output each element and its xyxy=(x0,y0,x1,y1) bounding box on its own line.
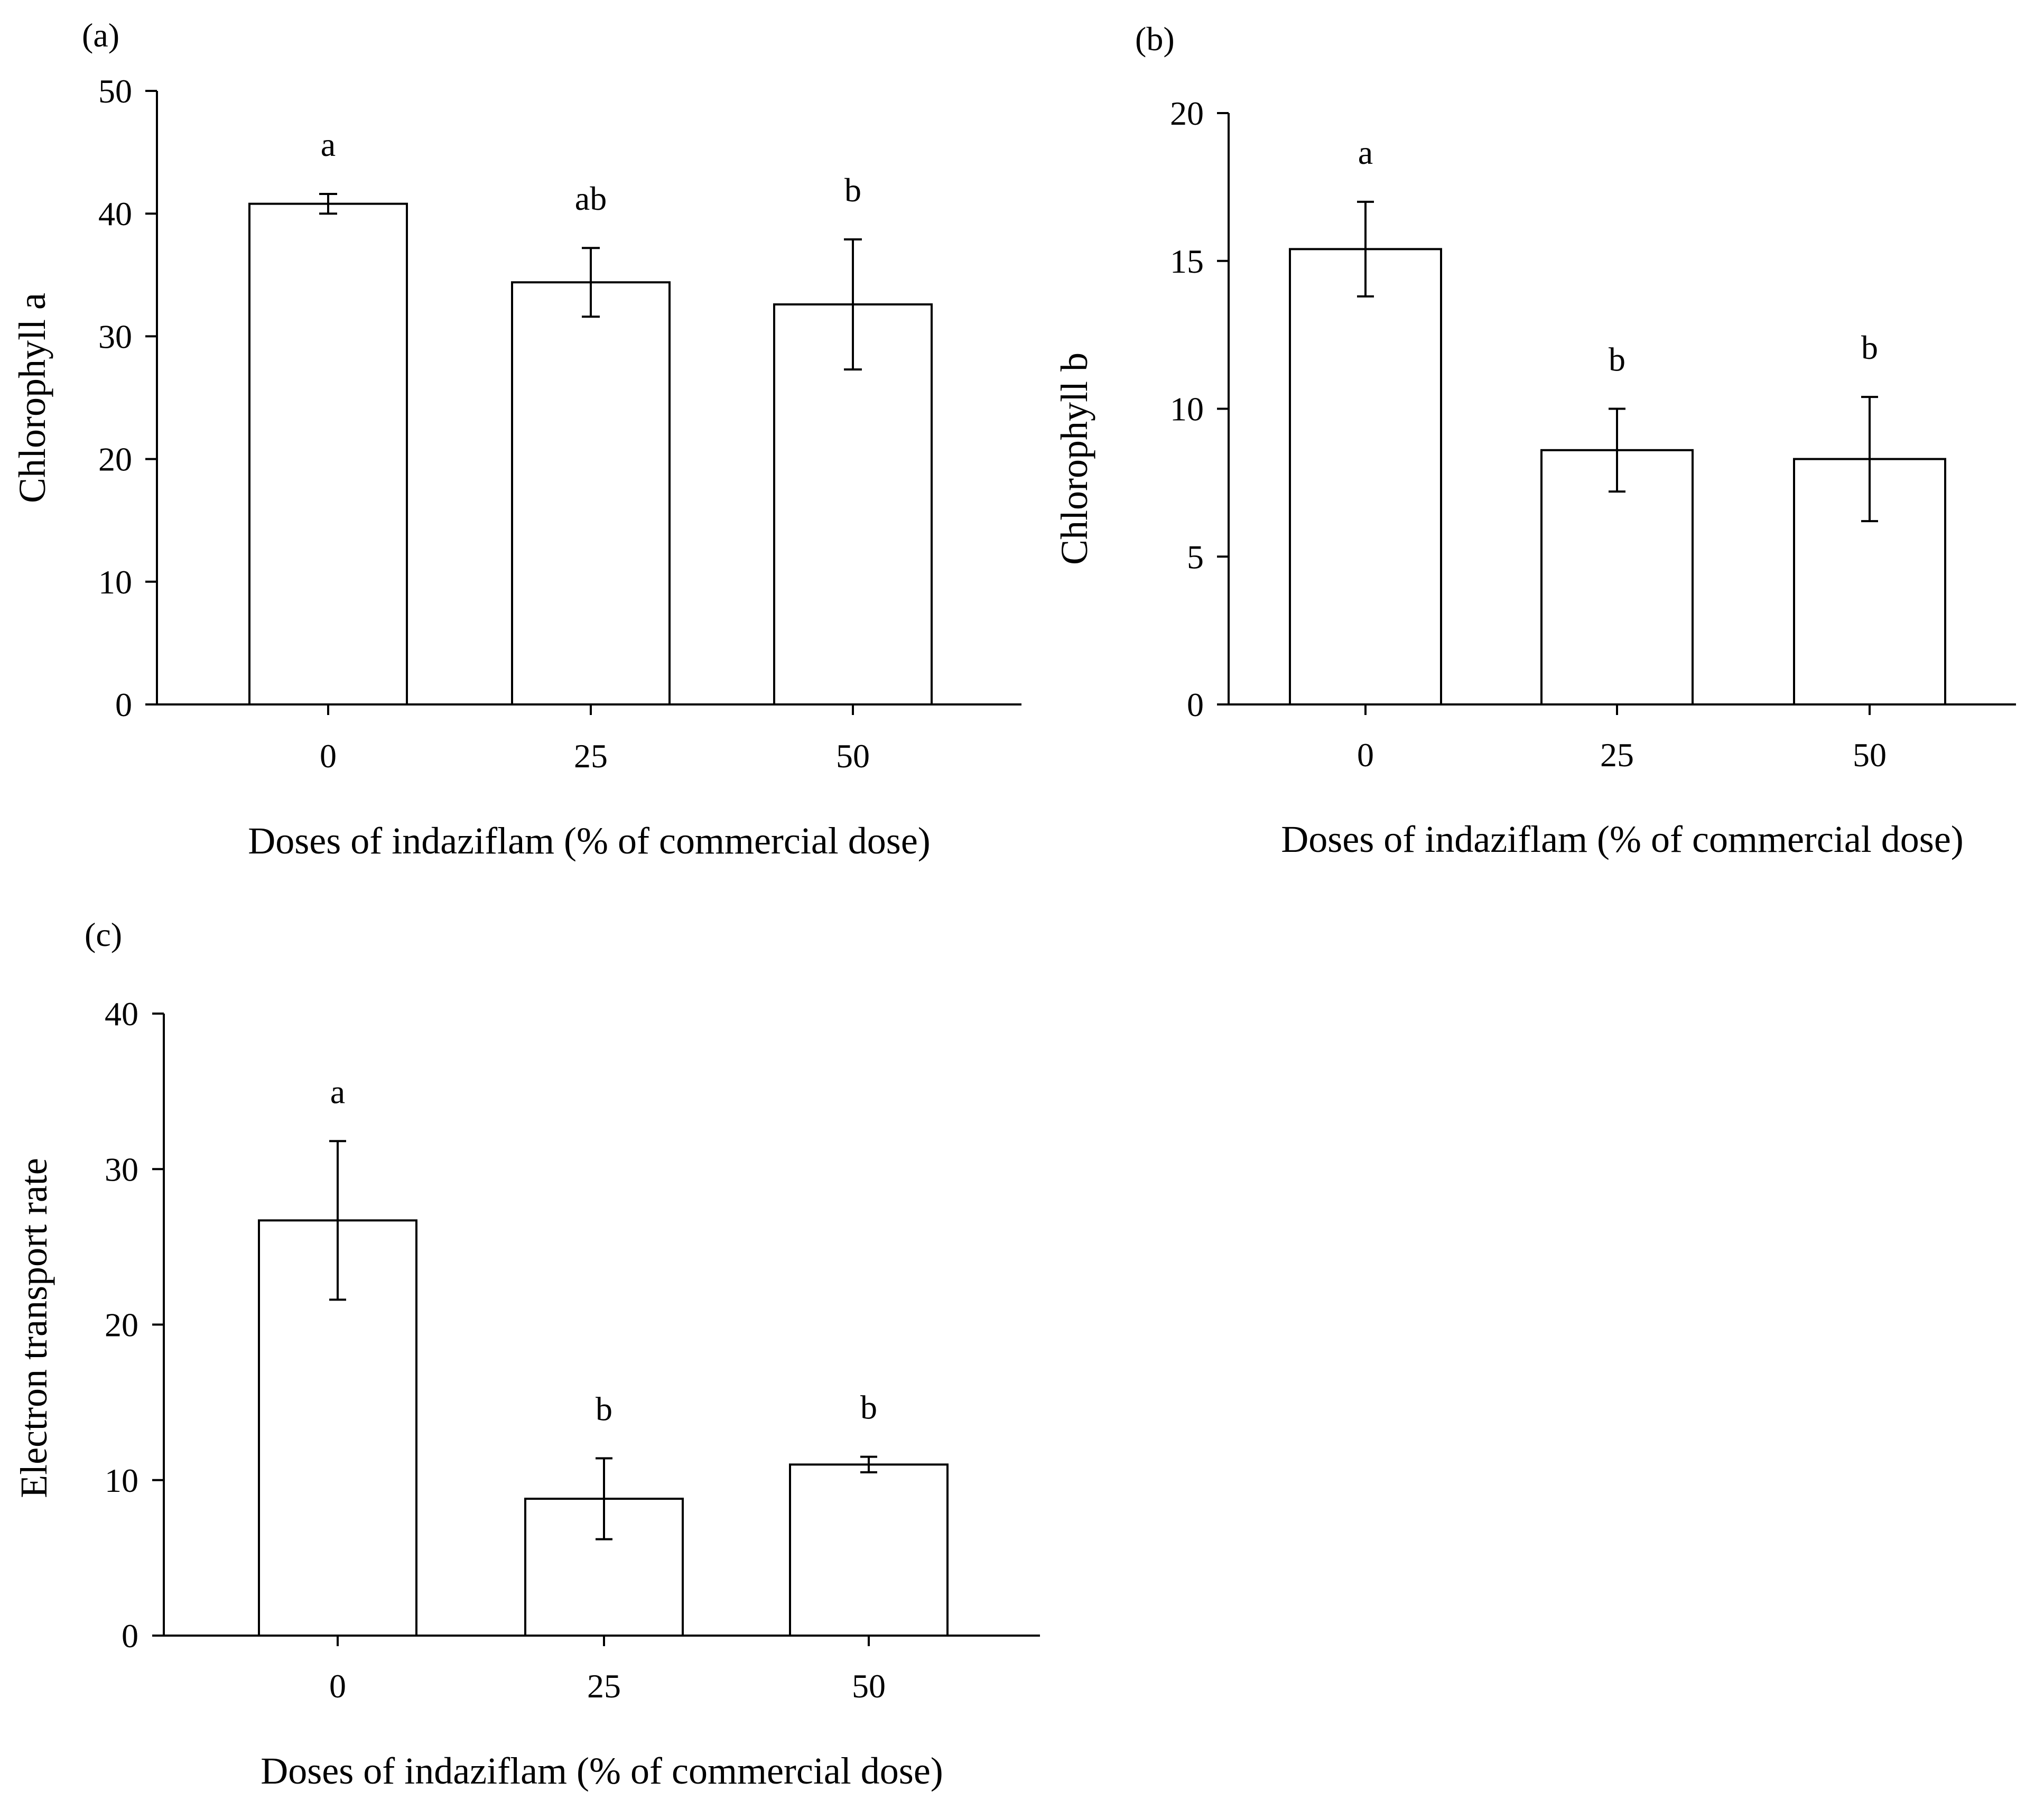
y-tick-label: 0 xyxy=(122,1617,138,1655)
y-tick-label: 0 xyxy=(1187,686,1204,723)
significance-label: b xyxy=(1861,329,1878,366)
significance-label: a xyxy=(1358,134,1373,171)
panel-label: (a) xyxy=(82,16,119,54)
y-tick-label: 30 xyxy=(98,318,132,355)
x-axis-title: Doses of indaziflam (% of commercial dos… xyxy=(261,1750,943,1792)
x-tick-label: 25 xyxy=(1600,736,1634,774)
x-tick-label: 25 xyxy=(574,737,608,775)
significance-label: a xyxy=(330,1073,345,1110)
chart-panel-b: (b) 0 5 10 15 20 a 0 b 25 b 50 Doses of indaziflam (… xyxy=(1053,20,2016,860)
bar xyxy=(789,1463,949,1637)
y-axis-title: Chlorophyll b xyxy=(1053,352,1095,565)
x-tick-label: 0 xyxy=(1357,736,1374,774)
y-axis-title: Chlorophyll a xyxy=(11,293,53,503)
x-tick-label: 0 xyxy=(320,737,337,775)
y-tick-label: 10 xyxy=(1170,391,1204,428)
bar xyxy=(773,303,933,705)
x-tick-label: 50 xyxy=(852,1667,886,1705)
significance-label: b xyxy=(844,171,861,209)
significance-label: b xyxy=(860,1389,877,1426)
significance-label: ab xyxy=(575,180,607,217)
panel-label: (b) xyxy=(1135,20,1175,58)
y-tick-label: 20 xyxy=(98,441,132,478)
y-tick-label: 20 xyxy=(1170,95,1204,132)
significance-label: a xyxy=(321,126,336,163)
bar xyxy=(1289,248,1442,705)
y-tick-label: 40 xyxy=(105,995,138,1033)
significance-label: b xyxy=(596,1390,612,1428)
bar xyxy=(248,202,408,705)
y-tick-label: 15 xyxy=(1170,243,1204,280)
y-axis-title: Electron transport rate xyxy=(13,1158,55,1498)
y-tick-label: 40 xyxy=(98,195,132,233)
chart-panel-c: (c) 0 10 20 30 40 a 0 b 25 b 50 Doses of indaziflam … xyxy=(13,916,1040,1792)
x-axis-title: Doses of indaziflam (% of commercial dos… xyxy=(248,820,931,862)
y-tick-label: 10 xyxy=(98,563,132,601)
x-tick-label: 0 xyxy=(329,1667,346,1705)
y-tick-label: 5 xyxy=(1187,538,1204,575)
x-tick-label: 50 xyxy=(836,737,870,775)
y-tick-label: 30 xyxy=(105,1150,138,1188)
x-tick-label: 25 xyxy=(587,1667,621,1705)
x-tick-label: 50 xyxy=(1853,736,1887,774)
panel-label: (c) xyxy=(85,916,122,953)
x-axis-title: Doses of indaziflam (% of commercial dos… xyxy=(1281,818,1964,860)
y-tick-label: 50 xyxy=(98,72,132,110)
y-tick-label: 10 xyxy=(105,1462,138,1499)
significance-label: b xyxy=(1609,341,1625,378)
bar xyxy=(511,281,671,705)
y-tick-label: 0 xyxy=(115,686,132,723)
chart-panel-a: (a) 0 10 20 30 40 50 a 0 ab 25 b 50 Doses of indazifl… xyxy=(11,16,1021,862)
y-tick-label: 20 xyxy=(105,1306,138,1344)
